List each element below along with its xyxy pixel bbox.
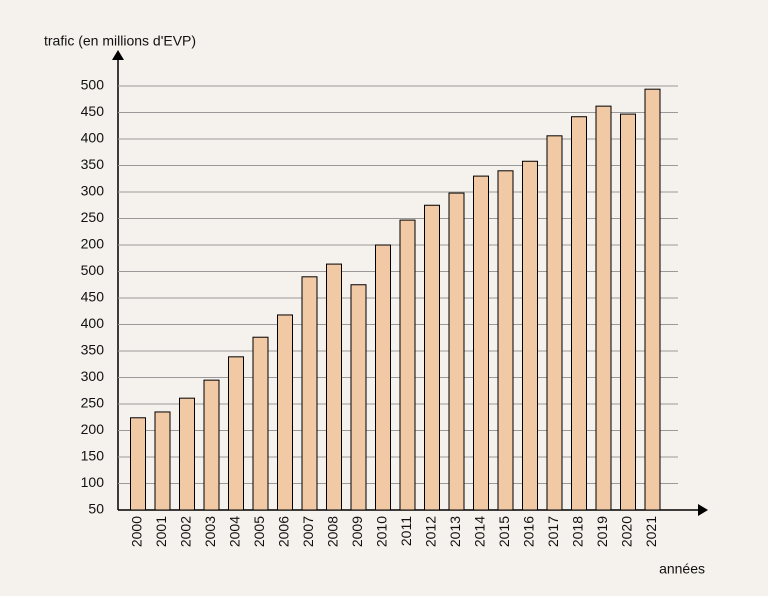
bar [448, 192, 465, 511]
x-tick-label: 2011 [398, 516, 414, 546]
x-tick-label: 2019 [594, 516, 610, 547]
y-tick-label: 100 [81, 474, 105, 490]
y-tick-label: 50 [88, 501, 104, 517]
y-tick-label: 350 [81, 156, 105, 172]
bar [595, 105, 612, 511]
y-tick-label: 250 [81, 209, 105, 225]
x-tick-label: 2016 [521, 516, 537, 547]
bar [473, 175, 489, 511]
bar [546, 135, 563, 511]
x-tick-label: 2006 [276, 516, 292, 547]
bar [399, 219, 416, 511]
y-tick-label: 250 [81, 395, 105, 411]
x-tick-label: 2013 [447, 516, 463, 547]
y-tick-label: 150 [81, 448, 105, 464]
bar [644, 88, 661, 511]
x-tick-label: 2000 [129, 516, 145, 547]
bar [350, 284, 367, 511]
x-tick-label: 2009 [349, 516, 365, 547]
x-axis-label: années [659, 561, 705, 577]
bar [179, 397, 195, 511]
bar [424, 204, 440, 511]
y-tick-label: 500 [81, 77, 105, 93]
y-tick-label: 500 [81, 262, 105, 278]
bar [620, 113, 636, 511]
bar [522, 160, 538, 511]
x-tick-label: 2014 [472, 516, 488, 547]
bar [252, 336, 269, 511]
x-tick-label: 2008 [325, 516, 341, 547]
x-axis-arrow [698, 504, 708, 516]
x-tick-label: 2007 [300, 516, 316, 547]
bar [326, 263, 342, 511]
x-tick-label: 2015 [496, 516, 512, 547]
x-tick-label: 2020 [619, 516, 635, 547]
bar [203, 379, 220, 511]
y-tick-label: 400 [81, 130, 105, 146]
y-tick-label: 350 [81, 342, 105, 358]
y-tick-label: 300 [81, 183, 105, 199]
x-tick-label: 2005 [251, 516, 267, 547]
bar [154, 411, 171, 511]
y-axis-arrow [112, 50, 124, 60]
bar [375, 244, 391, 511]
x-tick-label: 2018 [570, 516, 586, 547]
bar [277, 314, 293, 511]
x-tick-label: 2021 [643, 516, 659, 547]
bar [228, 356, 244, 511]
y-tick-label: 450 [81, 103, 105, 119]
y-tick-label: 450 [81, 289, 105, 305]
x-tick-label: 2017 [545, 516, 561, 547]
bar [571, 116, 587, 511]
y-tick-label: 200 [81, 236, 105, 252]
x-tick-label: 2004 [227, 516, 243, 547]
y-tick-label: 400 [81, 315, 105, 331]
x-tick-label: 2001 [153, 516, 169, 547]
y-axis-label: trafic (en millions d'EVP) [44, 33, 196, 49]
bar [130, 417, 146, 511]
y-tick-label: 200 [81, 421, 105, 437]
x-tick-label: 2002 [178, 516, 194, 547]
x-tick-label: 2010 [374, 516, 390, 547]
bar [497, 170, 514, 511]
x-tick-label: 2003 [202, 516, 218, 547]
bar [301, 276, 318, 511]
x-tick-label: 2012 [423, 516, 439, 547]
y-tick-label: 300 [81, 368, 105, 384]
